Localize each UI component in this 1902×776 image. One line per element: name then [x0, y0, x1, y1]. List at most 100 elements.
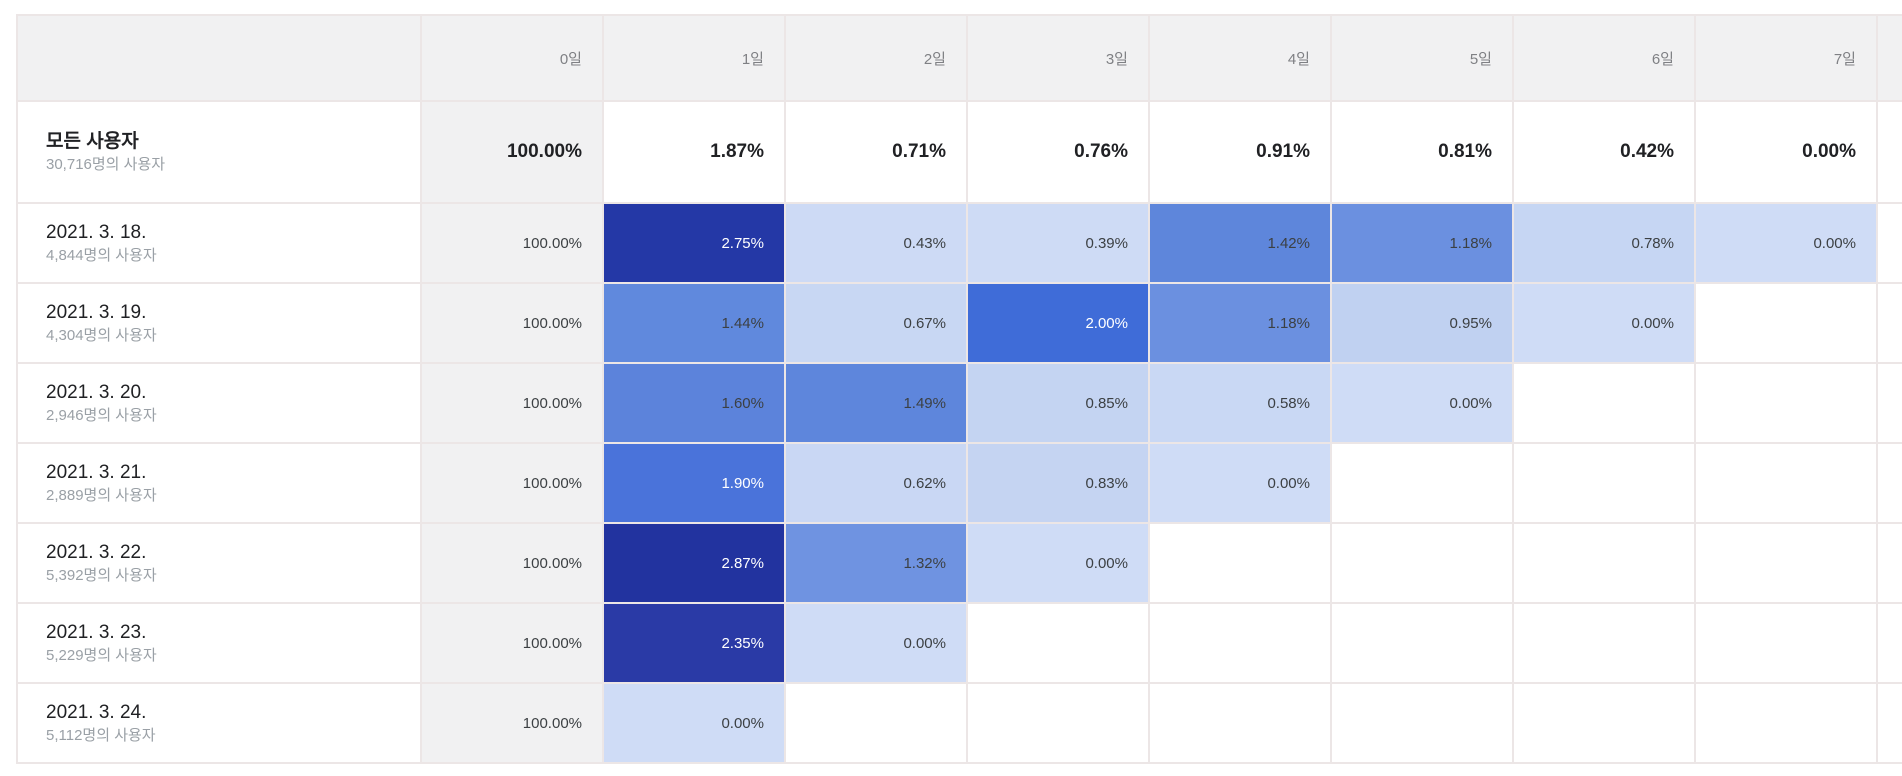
cohort-date: 2021. 3. 19. — [46, 301, 147, 323]
retention-cell: 0.78% — [1514, 204, 1694, 282]
retention-cell: 0.85% — [968, 364, 1148, 442]
retention-cell: 2.35% — [604, 604, 784, 682]
retention-cell: 100.00% — [422, 604, 602, 682]
retention-cell: 100.00% — [422, 284, 602, 362]
retention-cell: 100.00% — [422, 684, 602, 762]
cohort-row-label: 2021. 3. 18. 4,844명의 사용자 — [18, 204, 420, 282]
cohort-user-count: 2,889명의 사용자 — [46, 487, 157, 505]
cohort-user-count: 4,844명의 사용자 — [46, 247, 157, 265]
retention-cell: 0.91% — [1150, 102, 1330, 202]
cohort-row-label: 2021. 3. 20. 2,946명의 사용자 — [18, 364, 420, 442]
retention-cell: 1.32% — [786, 524, 966, 602]
cohort-user-count: 5,112명의 사용자 — [46, 727, 156, 745]
retention-cell-empty — [1514, 604, 1694, 682]
retention-cell-empty — [1332, 444, 1512, 522]
retention-cell: 1.49% — [786, 364, 966, 442]
day-header: 0일 — [422, 16, 602, 100]
cohort-user-count: 5,229명의 사용자 — [46, 647, 157, 665]
retention-cell-empty — [1514, 444, 1694, 522]
retention-cell: 0.00% — [1150, 444, 1330, 522]
cohort-date: 2021. 3. 20. — [46, 381, 147, 403]
all-users-title: 모든 사용자 — [46, 130, 139, 152]
retention-cell-empty — [1150, 604, 1330, 682]
day-header: 6일 — [1514, 16, 1694, 100]
retention-cell-empty — [1332, 604, 1512, 682]
cohort-row-label: 2021. 3. 19. 4,304명의 사용자 — [18, 284, 420, 362]
day-header: 2일 — [786, 16, 966, 100]
all-users-user-count: 30,716명의 사용자 — [46, 156, 166, 174]
retention-cell: 0.00% — [968, 524, 1148, 602]
retention-cell: 0.00% — [1696, 102, 1876, 202]
retention-cell-empty — [1332, 684, 1512, 762]
partial-column-cell — [1878, 444, 1902, 522]
day-header: 5일 — [1332, 16, 1512, 100]
retention-cell-empty — [786, 684, 966, 762]
partial-column-cell — [1878, 684, 1902, 762]
retention-cell: 1.18% — [1332, 204, 1512, 282]
corner-header-cell — [18, 16, 420, 100]
retention-cell-empty — [1696, 444, 1876, 522]
retention-cell: 1.87% — [604, 102, 784, 202]
retention-cell-empty — [1696, 604, 1876, 682]
retention-cell: 0.00% — [1696, 204, 1876, 282]
partial-column-cell — [1878, 102, 1902, 202]
retention-cell: 100.00% — [422, 102, 602, 202]
retention-cell: 2.87% — [604, 524, 784, 602]
cohort-date: 2021. 3. 23. — [46, 621, 147, 643]
retention-cell-empty — [968, 604, 1148, 682]
retention-cell: 1.42% — [1150, 204, 1330, 282]
all-users-row-label: 모든 사용자 30,716명의 사용자 — [18, 102, 420, 202]
retention-cell-empty — [1514, 684, 1694, 762]
cohort-user-count: 2,946명의 사용자 — [46, 407, 157, 425]
retention-cell: 0.58% — [1150, 364, 1330, 442]
cohort-date: 2021. 3. 21. — [46, 461, 147, 483]
day-header: 4일 — [1150, 16, 1330, 100]
retention-cell-empty — [1514, 364, 1694, 442]
retention-cell-empty — [1332, 524, 1512, 602]
retention-cell-empty — [1696, 284, 1876, 362]
retention-cell: 2.00% — [968, 284, 1148, 362]
retention-cell: 100.00% — [422, 364, 602, 442]
retention-cell-empty — [1150, 524, 1330, 602]
retention-cell: 0.83% — [968, 444, 1148, 522]
retention-cohort-table[interactable]: 0일 1일 2일 3일 4일 5일 6일 7일 모든 사용자 30,716명의 사용자 100.00… — [16, 14, 1902, 764]
cohort-user-count: 4,304명의 사용자 — [46, 327, 157, 345]
retention-cell-empty — [1514, 524, 1694, 602]
retention-cell: 0.62% — [786, 444, 966, 522]
retention-cell: 0.00% — [1332, 364, 1512, 442]
retention-cell: 0.00% — [1514, 284, 1694, 362]
retention-cell: 0.00% — [604, 684, 784, 762]
partial-column-cell — [1878, 604, 1902, 682]
day-header: 1일 — [604, 16, 784, 100]
retention-cell: 2.75% — [604, 204, 784, 282]
cohort-user-count: 5,392명의 사용자 — [46, 567, 157, 585]
retention-cell-empty — [1150, 684, 1330, 762]
retention-cell: 0.71% — [786, 102, 966, 202]
retention-cell: 0.95% — [1332, 284, 1512, 362]
cohort-row-label: 2021. 3. 24. 5,112명의 사용자 — [18, 684, 420, 762]
cohort-date: 2021. 3. 18. — [46, 221, 147, 243]
partial-column-cell — [1878, 364, 1902, 442]
day-header: 7일 — [1696, 16, 1876, 100]
retention-cell: 0.00% — [786, 604, 966, 682]
cohort-row-label: 2021. 3. 23. 5,229명의 사용자 — [18, 604, 420, 682]
cohort-row-label: 2021. 3. 21. 2,889명의 사용자 — [18, 444, 420, 522]
partial-column-cell — [1878, 524, 1902, 602]
retention-cell: 0.43% — [786, 204, 966, 282]
partial-column-cell — [1878, 204, 1902, 282]
retention-cell: 0.39% — [968, 204, 1148, 282]
retention-cell: 1.60% — [604, 364, 784, 442]
retention-cell: 100.00% — [422, 524, 602, 602]
retention-cell-empty — [968, 684, 1148, 762]
retention-cell: 100.00% — [422, 444, 602, 522]
retention-cell: 0.67% — [786, 284, 966, 362]
retention-cell-empty — [1696, 364, 1876, 442]
retention-cell-empty — [1696, 524, 1876, 602]
retention-cell: 0.76% — [968, 102, 1148, 202]
partial-next-column-header — [1878, 16, 1902, 100]
retention-cell: 1.18% — [1150, 284, 1330, 362]
retention-cell: 0.81% — [1332, 102, 1512, 202]
cohort-date: 2021. 3. 22. — [46, 541, 147, 563]
retention-cell: 1.44% — [604, 284, 784, 362]
